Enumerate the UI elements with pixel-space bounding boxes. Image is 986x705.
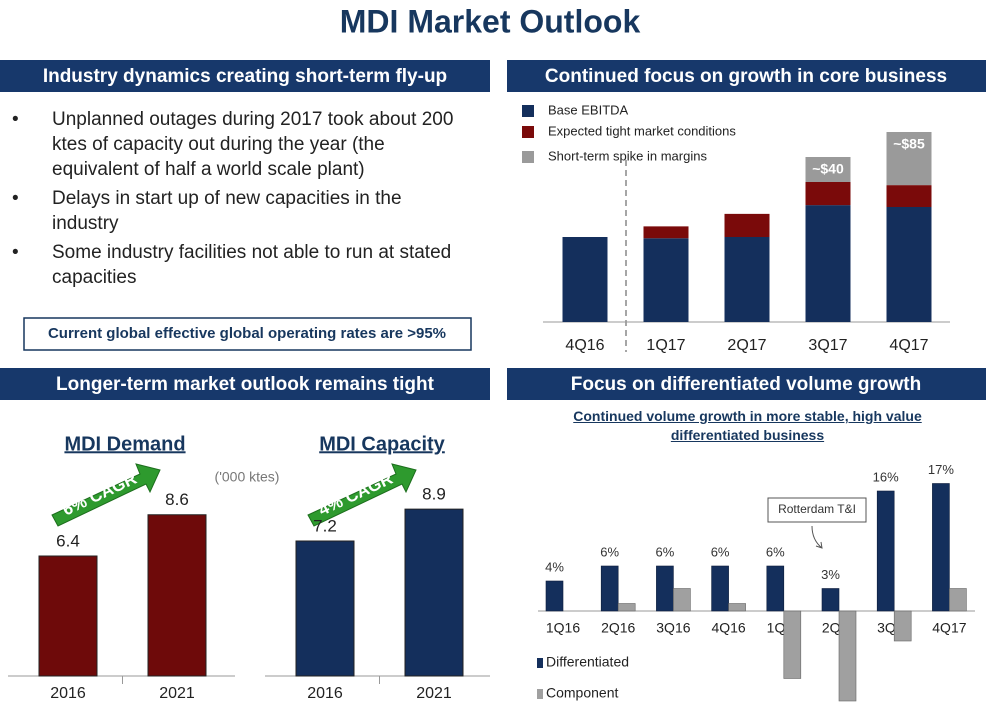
value-label: 8.6	[165, 490, 189, 509]
cagr-arrow	[51, 463, 161, 527]
slide-title: MDI Market Outlook	[340, 3, 641, 39]
bar	[893, 610, 912, 642]
bullet: Delays in start up of new capacities in …	[10, 186, 470, 236]
header: Focus on differentiated volume growth	[571, 374, 921, 395]
header-bar	[507, 60, 986, 92]
x-tick-label: 2016	[307, 685, 343, 702]
unit-label: ('000 ktes)	[215, 469, 280, 485]
x-tick-label: 2Q17	[727, 337, 766, 354]
bar	[932, 483, 950, 612]
legend-swatch	[537, 658, 543, 668]
x-tick-label: 1Q16	[546, 620, 580, 636]
value-label: 6%	[656, 544, 675, 559]
legend-label: Differentiated	[546, 654, 629, 670]
x-tick-label: 2021	[416, 685, 452, 702]
bar-segment	[886, 185, 932, 207]
bullet-list: Unplanned outages during 2017 took about…	[10, 107, 470, 294]
header-bar	[0, 368, 490, 400]
bar	[617, 603, 636, 612]
bar-segment	[724, 213, 770, 237]
value-label: 16%	[873, 469, 899, 484]
value-label: ~$85	[893, 136, 925, 152]
annotation-arrow	[811, 525, 823, 549]
legend-label: Base EBITDA	[548, 102, 629, 117]
legend-label: Expected tight market conditions	[548, 123, 736, 138]
chart-title: MDI Capacity	[319, 433, 445, 455]
bar	[949, 588, 967, 612]
bar	[147, 514, 207, 677]
bar-segment	[805, 205, 851, 322]
legend-swatch	[522, 105, 534, 117]
legend-swatch	[522, 126, 534, 138]
bar-segment	[886, 132, 932, 186]
value-label: 6.4	[56, 531, 80, 550]
bar-segment	[805, 182, 851, 206]
bar	[728, 603, 746, 612]
bar	[766, 565, 785, 612]
bar	[876, 490, 895, 612]
legend-label: Short-term spike in margins	[548, 148, 707, 163]
value-label: 17%	[928, 462, 954, 477]
x-tick-label: 4Q17	[889, 337, 928, 354]
annotation: Rotterdam T&I	[778, 502, 856, 516]
x-tick-label: 4Q16	[565, 337, 604, 354]
bar	[656, 565, 674, 612]
x-tick-label: 4Q17	[932, 620, 966, 636]
value-label: 8.9	[422, 485, 446, 504]
value-label: 6%	[711, 544, 730, 559]
header: Continued focus on growth in core busine…	[545, 66, 947, 87]
bar	[404, 508, 464, 677]
bar	[295, 540, 355, 677]
bar-segment	[643, 226, 689, 239]
x-tick-label: 2016	[50, 685, 86, 702]
value-label: 6%	[600, 544, 619, 559]
bar	[838, 610, 857, 702]
x-tick-label: 3Q17	[808, 337, 847, 354]
x-tick-label: 4Q16	[711, 620, 745, 636]
bullet: Some industry facilities not able to run…	[10, 240, 470, 290]
value-label: 3%	[821, 567, 840, 582]
value-label: 4%	[545, 559, 564, 574]
callout-box	[23, 317, 472, 351]
bar	[711, 565, 729, 612]
x-tick-label: 2021	[159, 685, 195, 702]
chart-subtitle: Continued volume growth in more stable, …	[573, 408, 922, 443]
value-label: ~$40	[812, 161, 844, 177]
legend-swatch	[537, 689, 543, 699]
bar	[673, 588, 691, 612]
header-bar	[507, 368, 986, 400]
x-tick-label: 3Q16	[656, 620, 690, 636]
bullet: Unplanned outages during 2017 took about…	[10, 107, 470, 182]
cagr-arrow	[307, 463, 417, 527]
header: Industry dynamics creating short-term fl…	[43, 66, 447, 87]
value-label: 6%	[766, 544, 785, 559]
bar-segment	[724, 237, 770, 322]
callout: Current global effective global operatin…	[48, 325, 446, 342]
bar-segment	[886, 207, 932, 322]
x-tick-label: 1Q17	[646, 337, 685, 354]
bar-segment	[805, 157, 851, 182]
header-bar	[0, 60, 490, 92]
bar	[600, 565, 619, 612]
header: Longer-term market outlook remains tight	[56, 374, 435, 395]
annotation: 4% CAGR	[316, 469, 396, 520]
bar-segment	[562, 237, 608, 322]
chart-title: MDI Demand	[64, 433, 185, 455]
bar	[783, 610, 802, 679]
x-tick-label: 2Q16	[601, 620, 635, 636]
bar	[545, 580, 564, 612]
legend-swatch	[522, 151, 534, 163]
legend-label: Component	[546, 685, 618, 701]
bar	[821, 588, 840, 612]
annotation: 6% CAGR	[60, 469, 140, 520]
bar-segment	[643, 238, 689, 322]
bar	[38, 555, 98, 677]
annotation-box	[767, 497, 867, 523]
value-label: 7.2	[313, 516, 337, 535]
